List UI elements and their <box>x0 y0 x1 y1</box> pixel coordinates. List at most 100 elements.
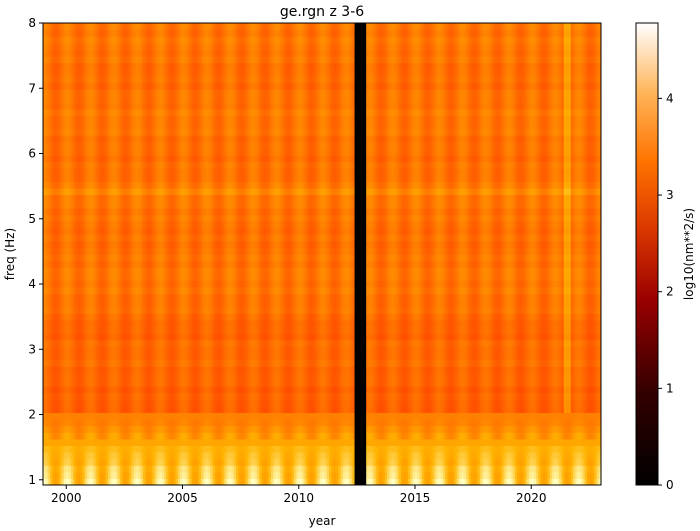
heatmap-cell <box>77 95 81 103</box>
heatmap-cell <box>98 438 102 446</box>
heatmap-cell <box>87 280 91 288</box>
heatmap-cell <box>70 353 74 361</box>
heatmap-cell <box>68 339 72 347</box>
heatmap-cell <box>61 141 65 149</box>
heatmap-cell <box>103 62 107 70</box>
heatmap-cell <box>101 438 105 446</box>
heatmap-cell <box>82 287 86 295</box>
heatmap-cell <box>43 82 46 90</box>
heatmap-cell <box>59 82 63 90</box>
heatmap-cell <box>115 194 118 202</box>
heatmap-cell <box>59 115 63 123</box>
heatmap-cell <box>63 300 67 308</box>
heatmap-cell <box>54 260 58 268</box>
heatmap-cell <box>45 108 49 116</box>
heatmap-cell <box>56 438 60 446</box>
heatmap-cell <box>59 102 63 110</box>
heatmap-cell <box>91 379 95 387</box>
heatmap-cell <box>66 445 70 453</box>
heatmap-cell <box>49 56 53 64</box>
heatmap-cell <box>103 425 107 433</box>
heatmap-cell <box>59 293 63 301</box>
heatmap-cell <box>59 254 63 262</box>
heatmap-cell <box>96 432 100 440</box>
heatmap-cell <box>89 333 93 341</box>
heatmap-cell <box>77 405 81 413</box>
heatmap-cell <box>70 465 74 473</box>
heatmap-cell <box>77 280 81 288</box>
heatmap-cell <box>103 168 107 176</box>
heatmap-cell <box>105 313 109 321</box>
heatmap-cell <box>80 326 84 334</box>
heatmap-cell <box>59 399 63 407</box>
heatmap-cell <box>98 155 102 163</box>
heatmap-cell <box>61 432 65 440</box>
heatmap-cell <box>66 432 70 440</box>
heatmap-cell <box>61 273 65 281</box>
heatmap-cell <box>96 353 100 361</box>
heatmap-cell <box>105 458 109 466</box>
heatmap-cell <box>75 194 79 202</box>
heatmap-cell <box>101 478 105 485</box>
heatmap-cell <box>96 115 100 123</box>
heatmap-cell <box>105 161 109 169</box>
heatmap-cell <box>105 214 109 222</box>
heatmap-cell <box>82 339 86 347</box>
heatmap-cell <box>80 313 84 321</box>
heatmap-cell <box>68 174 72 182</box>
heatmap-cell <box>82 471 86 479</box>
heatmap-cell <box>75 372 79 380</box>
heatmap-cell <box>63 89 67 97</box>
heatmap-cell <box>105 452 109 460</box>
heatmap-cell <box>98 280 102 288</box>
heatmap-cell <box>91 23 95 31</box>
heatmap-cell <box>52 148 56 156</box>
heatmap-cell <box>56 254 60 262</box>
heatmap-cell <box>101 445 105 453</box>
heatmap-cell <box>52 62 56 70</box>
heatmap-cell <box>110 405 114 413</box>
heatmap-cell <box>108 412 112 420</box>
heatmap-cell <box>47 221 51 229</box>
heatmap-cell <box>47 201 51 209</box>
heatmap-cell <box>105 438 109 446</box>
heatmap-cell <box>91 75 95 83</box>
heatmap-cell <box>43 108 46 116</box>
heatmap-cell <box>103 69 107 77</box>
heatmap-cell <box>77 161 81 169</box>
heatmap-cell <box>77 372 81 380</box>
heatmap-cell <box>84 313 88 321</box>
heatmap-cell <box>87 438 91 446</box>
heatmap-cell <box>101 108 105 116</box>
heatmap-cell <box>43 234 46 242</box>
heatmap-cell <box>112 42 116 50</box>
heatmap-cell <box>115 260 118 268</box>
heatmap-cell <box>54 42 58 50</box>
heatmap-cell <box>110 399 114 407</box>
heatmap-cell <box>59 181 63 189</box>
heatmap-cell <box>70 128 74 136</box>
heatmap-cell <box>75 49 79 57</box>
heatmap-cell <box>94 108 98 116</box>
heatmap-cell <box>54 412 58 420</box>
heatmap-cell <box>84 221 88 229</box>
heatmap-cell <box>98 82 102 90</box>
heatmap-cell <box>98 359 102 367</box>
heatmap-cell <box>112 432 116 440</box>
heatmap-cell <box>98 260 102 268</box>
heatmap-cell <box>68 128 72 136</box>
heatmap-cell <box>89 300 93 308</box>
heatmap-cell <box>45 333 49 341</box>
heatmap-cell <box>105 108 109 116</box>
heatmap-cell <box>54 29 58 37</box>
heatmap-cell <box>115 353 118 361</box>
heatmap-cell <box>66 29 70 37</box>
heatmap-cell <box>112 438 116 446</box>
heatmap-cell <box>61 108 65 116</box>
heatmap-cell <box>73 405 77 413</box>
heatmap-cell <box>66 346 70 354</box>
heatmap-cell <box>59 36 63 44</box>
heatmap-cell <box>96 234 100 242</box>
heatmap-cell <box>52 333 56 341</box>
heatmap-cell <box>43 386 46 394</box>
